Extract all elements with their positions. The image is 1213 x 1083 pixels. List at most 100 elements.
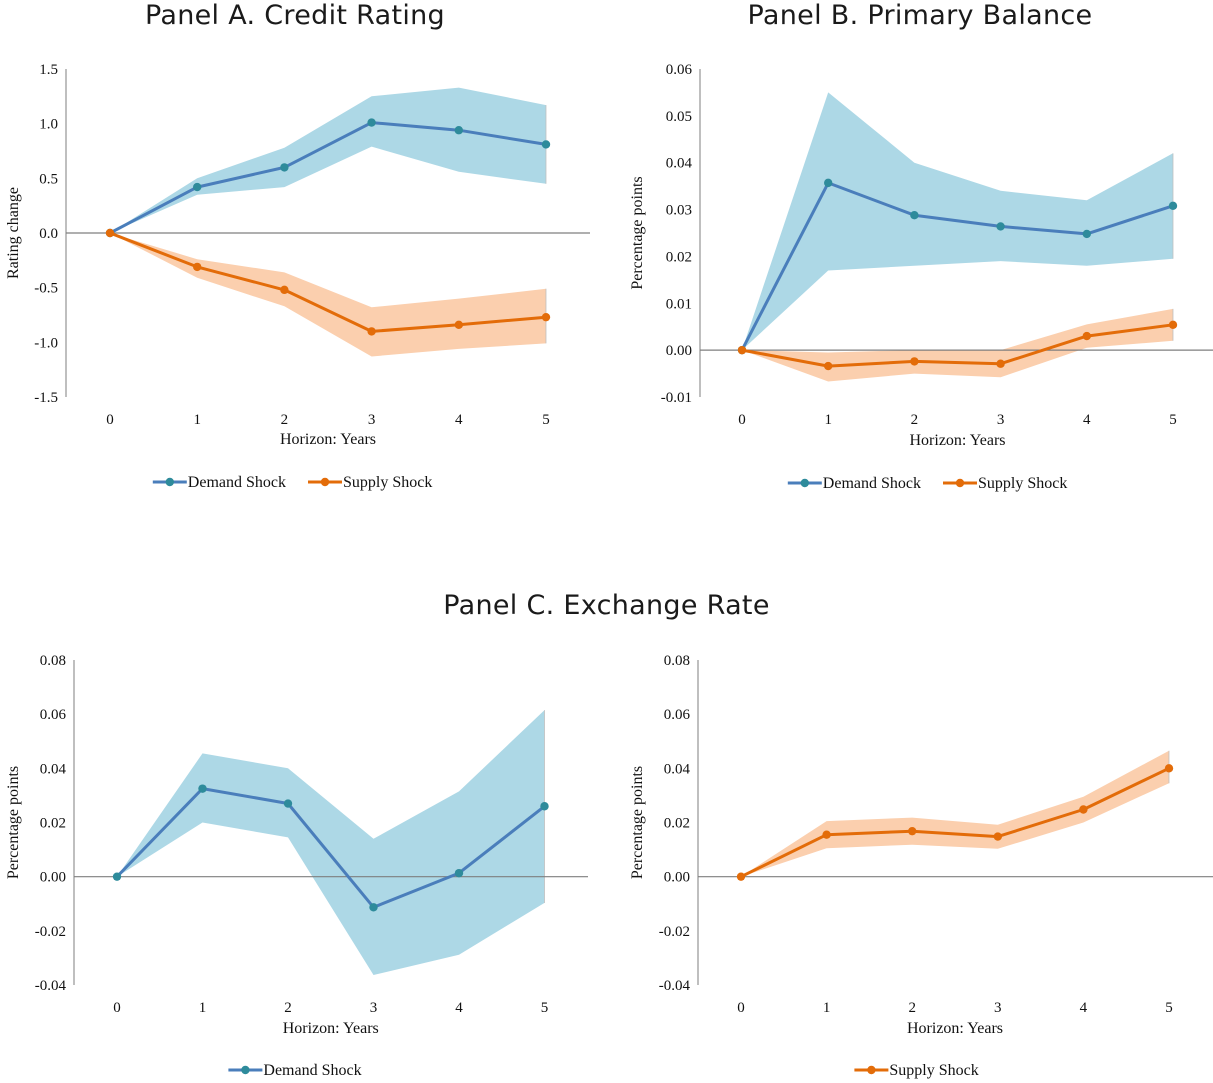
y-tick-label: -0.02 — [35, 924, 66, 940]
data-point-supply-shock — [993, 832, 1002, 841]
data-point-supply-shock — [1168, 320, 1178, 330]
data-point-demand-shock — [1168, 201, 1178, 211]
y-axis-label: Percentage points — [629, 766, 646, 879]
legend-item-demand-shock: Demand Shock — [152, 474, 286, 491]
y-tick-label: 0.03 — [666, 203, 692, 219]
y-tick-label: -1.5 — [34, 390, 58, 406]
y-axis-label: Rating change — [5, 187, 22, 279]
data-point-demand-shock — [280, 163, 289, 172]
data-point-supply-shock — [737, 345, 747, 355]
data-point-supply-shock — [1164, 764, 1174, 773]
x-tick-label: 1 — [199, 1000, 207, 1016]
legend-item-demand-shock: Demand Shock — [228, 1062, 362, 1079]
legend-swatch-marker — [800, 478, 809, 488]
x-tick-label: 2 — [281, 412, 289, 428]
y-tick-label: 0.02 — [666, 249, 692, 265]
y-axis-label: Percentage points — [5, 766, 22, 879]
x-tick-label: 1 — [824, 412, 832, 428]
data-point-supply-shock — [454, 320, 463, 330]
x-tick-label: 4 — [455, 1000, 463, 1016]
x-tick-label: 1 — [823, 1000, 831, 1016]
legend-swatch-marker — [955, 478, 965, 488]
y-tick-label: -0.01 — [661, 390, 692, 406]
data-point-demand-shock — [541, 140, 551, 149]
x-tick-label: 1 — [193, 412, 201, 428]
x-axis-label: Horizon: Years — [280, 431, 376, 448]
chart-panel-2: 0.06 0.05 0.04 0.03 0.02 0.01 0.00 -0.01 0 1 2 3 4 5 H… — [629, 62, 1213, 492]
y-tick-label: 0.04 — [666, 156, 693, 172]
panel-b-title: Panel B. Primary Balance — [747, 0, 1093, 31]
data-point-demand-shock — [193, 182, 202, 192]
y-tick-label: 0.0 — [39, 226, 58, 242]
data-point-demand-shock — [198, 784, 207, 793]
data-point-demand-shock — [283, 799, 293, 808]
y-tick-label: -0.02 — [659, 924, 690, 940]
confidence-band-supply-shock — [741, 750, 1169, 877]
y-tick-label: 0.04 — [664, 761, 691, 777]
y-tick-label: 0.06 — [40, 707, 67, 723]
y-tick-label: 0.06 — [664, 707, 691, 723]
data-point-supply-shock — [105, 228, 115, 238]
data-point-supply-shock — [280, 285, 289, 295]
data-point-demand-shock — [1082, 229, 1092, 239]
confidence-band-supply-shock — [742, 308, 1173, 382]
data-point-demand-shock — [910, 210, 919, 220]
y-tick-label: 0.5 — [39, 171, 58, 187]
x-axis-label: Horizon: Years — [907, 1020, 1003, 1037]
x-tick-label: 4 — [1080, 1000, 1088, 1016]
y-tick-label: 0.00 — [40, 870, 66, 886]
chart-panel-1: 1.5 1.0 0.5 0.0 -0.5 -1.0 -1.5 0 1 2 3 4 5 Horizon: Y… — [5, 62, 590, 491]
legend-label: Demand Shock — [263, 1062, 361, 1079]
y-tick-label: 0.02 — [664, 816, 690, 832]
data-point-demand-shock — [454, 868, 464, 878]
y-tick-label: 0.04 — [40, 761, 67, 777]
x-tick-label: 0 — [106, 412, 114, 428]
y-tick-label: 0.00 — [664, 870, 690, 886]
x-tick-label: 0 — [737, 1000, 745, 1016]
data-point-supply-shock — [1079, 805, 1088, 814]
data-point-demand-shock — [996, 222, 1005, 231]
y-tick-label: 0.08 — [664, 653, 690, 669]
data-point-supply-shock — [367, 327, 376, 336]
x-tick-label: 5 — [1165, 1000, 1173, 1016]
x-tick-label: 0 — [738, 412, 746, 428]
series-line-demand-shock — [115, 787, 546, 909]
legend-label: Supply Shock — [343, 474, 432, 491]
data-point-supply-shock — [910, 357, 919, 366]
legend-label: Demand Shock — [188, 474, 286, 491]
chart-panel-4: 0.08 0.06 0.04 0.02 0.00 -0.02 -0.04 0 1 2 3 4 5 Hori… — [629, 653, 1213, 1079]
series-line-supply-shock — [741, 323, 1174, 368]
y-tick-label: 0.02 — [40, 816, 66, 832]
y-tick-label: 1.0 — [39, 117, 58, 133]
y-tick-label: -0.04 — [35, 978, 67, 994]
x-tick-label: 3 — [370, 1000, 378, 1016]
legend-swatch-marker — [320, 477, 330, 487]
chart-panel-3: 0.08 0.06 0.04 0.02 0.00 -0.02 -0.04 0 1 2 3 4 5 Hori… — [5, 653, 588, 1079]
data-point-supply-shock — [996, 359, 1005, 368]
legend-label: Supply Shock — [978, 475, 1067, 492]
data-point-supply-shock — [1082, 331, 1092, 341]
x-tick-label: 3 — [994, 1000, 1002, 1016]
y-tick-label: 0.06 — [666, 62, 693, 78]
data-point-supply-shock — [736, 872, 746, 881]
x-tick-label: 3 — [997, 412, 1005, 428]
data-point-supply-shock — [193, 262, 202, 272]
data-point-supply-shock — [822, 830, 831, 839]
legend-swatch-marker — [165, 477, 174, 487]
confidence-band-demand-shock — [110, 87, 546, 233]
x-tick-label: 0 — [113, 1000, 121, 1016]
data-point-demand-shock — [367, 118, 376, 127]
legend-label: Demand Shock — [823, 475, 921, 492]
x-tick-label: 5 — [1169, 412, 1177, 428]
y-tick-label: -1.0 — [34, 335, 58, 351]
confidence-band-supply-shock — [110, 233, 546, 357]
legend-swatch-marker — [867, 1065, 876, 1075]
x-axis-label: Horizon: Years — [283, 1020, 379, 1037]
data-point-supply-shock — [541, 312, 551, 322]
x-tick-label: 5 — [542, 412, 550, 428]
data-point-demand-shock — [112, 872, 122, 881]
x-tick-label: 5 — [541, 1000, 549, 1016]
y-tick-label: 0.00 — [666, 343, 692, 359]
series-line-demand-shock — [109, 121, 547, 235]
